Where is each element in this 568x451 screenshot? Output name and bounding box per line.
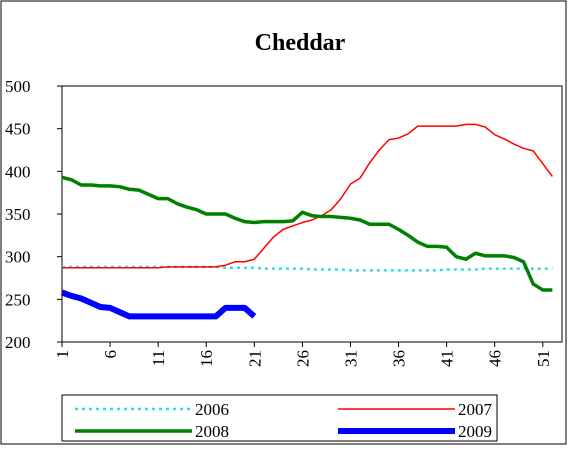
- x-tick-label: 46: [486, 350, 505, 367]
- x-tick-label: 41: [438, 350, 457, 367]
- y-tick-label: 300: [5, 248, 31, 267]
- y-tick-label: 500: [5, 77, 31, 96]
- x-tick-label: 1: [53, 350, 72, 359]
- chart-title: Cheddar: [255, 30, 346, 56]
- x-tick-label: 51: [534, 350, 553, 367]
- series-line: [61, 175, 553, 292]
- series-line: [60, 289, 257, 320]
- x-tick-label: 11: [149, 350, 168, 366]
- x-tick-label: 16: [197, 350, 216, 367]
- series-line: [62, 123, 553, 269]
- series-line: [62, 265, 553, 272]
- y-tick-label: 350: [5, 205, 31, 224]
- y-tick-label: 400: [5, 162, 31, 181]
- legend-label: 2006: [195, 400, 229, 419]
- legend-label: 2009: [458, 422, 492, 441]
- legend-label: 2007: [458, 400, 493, 419]
- x-tick-label: 31: [341, 350, 360, 367]
- x-tick-label: 21: [245, 350, 264, 367]
- x-tick-label: 36: [390, 350, 409, 367]
- legend-box: [61, 394, 498, 442]
- y-tick-label: 450: [5, 120, 31, 139]
- x-tick-label: 6: [101, 350, 120, 359]
- x-tick-label: 26: [293, 350, 312, 367]
- y-tick-label: 250: [5, 290, 31, 309]
- y-tick-label: 200: [5, 333, 31, 352]
- legend-label: 2008: [195, 422, 229, 441]
